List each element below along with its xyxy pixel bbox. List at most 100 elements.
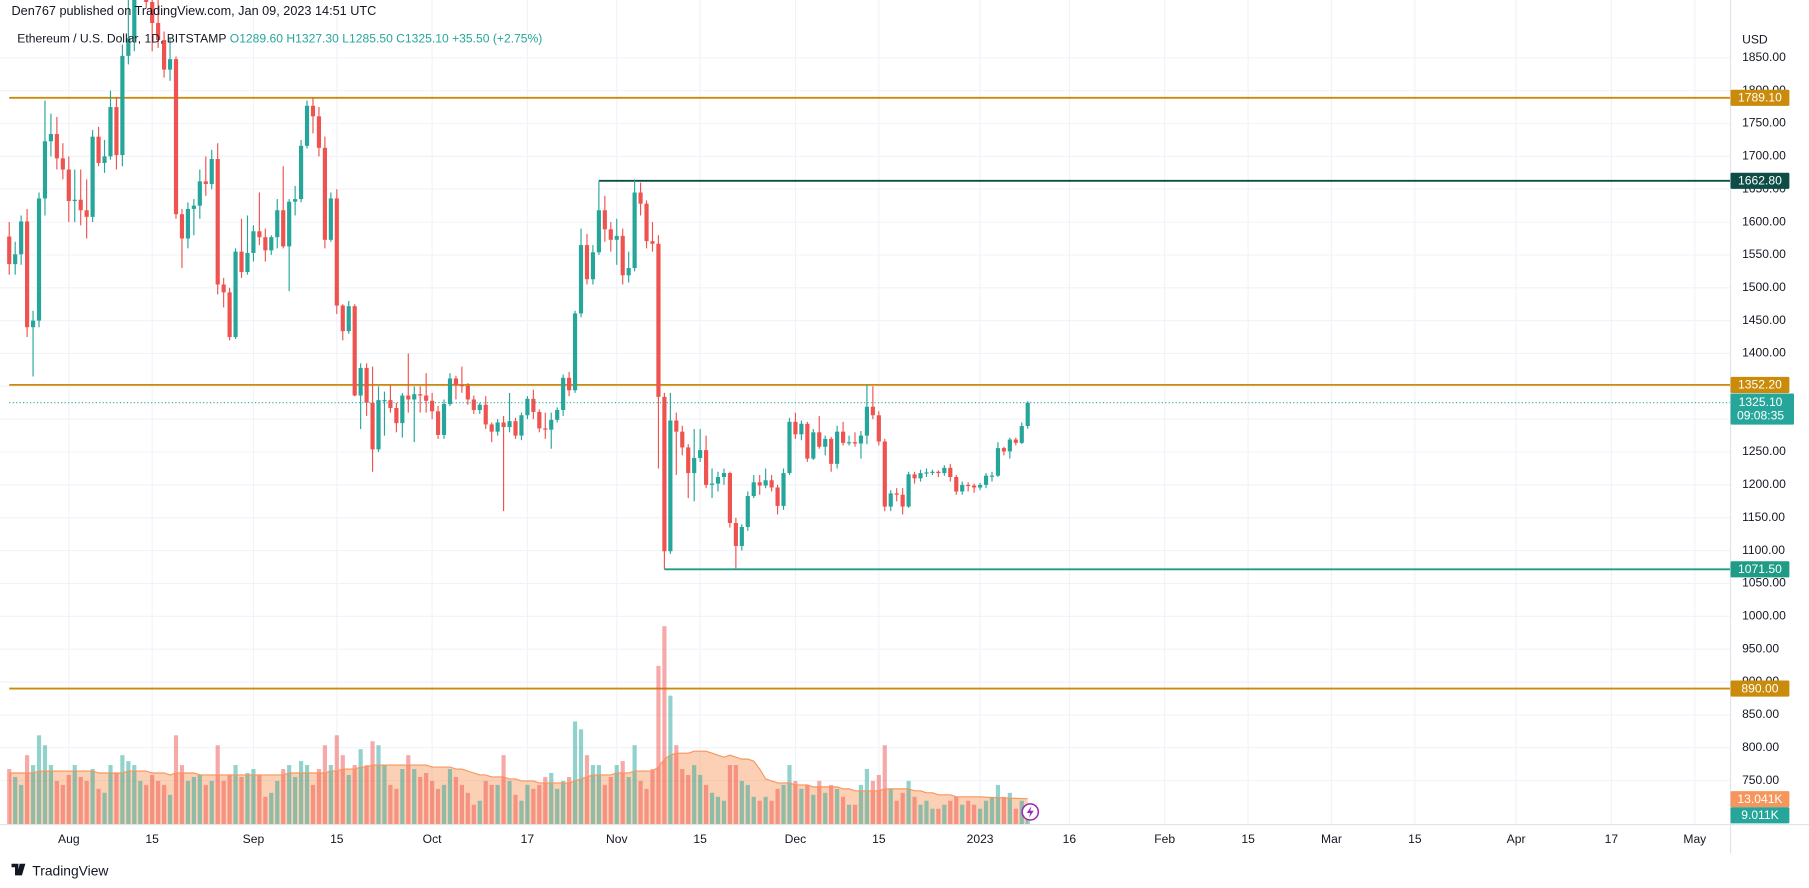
volume-bar: [340, 755, 345, 825]
volume-bar: [906, 780, 911, 825]
candle-body: [948, 467, 953, 478]
x-tick-label: Apr: [1507, 832, 1526, 846]
candle-body: [322, 147, 327, 240]
candle-body: [972, 485, 977, 488]
candle-body: [424, 395, 429, 401]
volume-bar: [424, 772, 429, 825]
volume-bar: [72, 765, 77, 825]
volume-bar: [888, 788, 893, 825]
candle-body: [19, 221, 24, 255]
plot-area: [7, 0, 1731, 825]
volume-bar: [966, 800, 971, 825]
y-tick-label: 1450.00: [1742, 313, 1786, 327]
volume-bar: [346, 774, 351, 825]
candle-body: [650, 241, 655, 244]
alert-bolt: [1026, 806, 1034, 818]
volume-bar: [709, 792, 715, 825]
volume-bar: [48, 765, 54, 825]
volume-bar: [692, 765, 697, 825]
volume-bar: [572, 721, 578, 825]
volume-bar: [1013, 808, 1018, 825]
x-tick-label: Nov: [606, 832, 628, 846]
candle-body: [447, 378, 453, 405]
volume-bar: [251, 769, 256, 825]
candle-body: [900, 494, 905, 507]
volume-bar: [531, 788, 536, 825]
candle-body: [823, 438, 828, 447]
candle-body: [376, 400, 381, 450]
logo-mark: [11, 863, 26, 876]
candle-body: [84, 210, 89, 217]
volume-bar: [983, 800, 989, 825]
volume-bar: [54, 780, 59, 825]
volume-bar: [185, 780, 190, 825]
volume-bar: [686, 774, 691, 825]
legend-low: L1285.50: [342, 32, 393, 46]
candle-body: [596, 210, 601, 253]
volume-bar: [507, 780, 512, 825]
candle-body: [197, 181, 202, 206]
volume-bar: [126, 761, 131, 825]
candle-body: [78, 199, 83, 211]
volume-bar: [620, 761, 625, 825]
candle-body: [185, 208, 190, 239]
candle-body: [918, 473, 923, 479]
candle-body: [298, 145, 304, 200]
volume-bar: [30, 765, 36, 825]
volume-bar: [441, 784, 447, 825]
y-tick-label: 950.00: [1742, 641, 1779, 655]
candle-body: [817, 432, 822, 447]
countdown: 09:08:35: [1737, 409, 1784, 423]
candle-body: [960, 484, 965, 492]
candle-body: [1001, 448, 1006, 452]
volume-bar: [882, 745, 887, 825]
level-label: 1352.20: [1738, 378, 1782, 392]
volume-bar: [733, 765, 738, 825]
volume-bar: [287, 765, 292, 825]
volume-bar: [662, 626, 667, 825]
volume-bar: [304, 765, 310, 825]
candle-body: [513, 421, 518, 436]
candle-body: [674, 420, 679, 432]
candle-body: [555, 409, 560, 420]
candle-body: [215, 159, 220, 285]
volume-bar: [811, 794, 816, 825]
candle-body: [727, 473, 733, 523]
y-tick-label: 1150.00: [1742, 510, 1785, 524]
candle-body: [870, 406, 875, 416]
candle-body: [13, 254, 18, 265]
candle-body: [912, 474, 917, 479]
volume-bar: [632, 745, 637, 825]
candle-body: [126, 38, 131, 56]
x-tick-label: 17: [1605, 832, 1619, 846]
volume-bar: [936, 808, 941, 825]
candle-body: [453, 378, 459, 386]
volume-bar: [799, 788, 804, 825]
candle-body: [620, 235, 625, 276]
candle-body: [751, 482, 756, 497]
candle-body: [430, 400, 435, 412]
candle-body: [477, 404, 482, 410]
candle-body: [614, 235, 619, 240]
candle-body: [876, 415, 881, 442]
volume-ma-tag: [1730, 791, 1790, 808]
candle-body: [96, 136, 101, 163]
volume-bar: [191, 776, 196, 825]
volume-bar: [239, 776, 244, 825]
candle-body: [995, 448, 1001, 476]
volume-bar: [674, 745, 679, 825]
candle-body: [42, 141, 48, 199]
volume-bar: [25, 755, 30, 825]
level-tag: [1730, 172, 1790, 189]
volume-bar: [120, 755, 125, 825]
volume-bar: [739, 780, 744, 825]
volume-bar: [364, 765, 369, 825]
candle-body: [388, 400, 393, 409]
volume-bar: [924, 800, 929, 825]
volume-bar: [626, 776, 631, 825]
volume-bar: [829, 784, 834, 825]
candle-body: [233, 251, 238, 338]
x-tick-label: 15: [1241, 832, 1255, 846]
volume-bar: [715, 796, 721, 825]
